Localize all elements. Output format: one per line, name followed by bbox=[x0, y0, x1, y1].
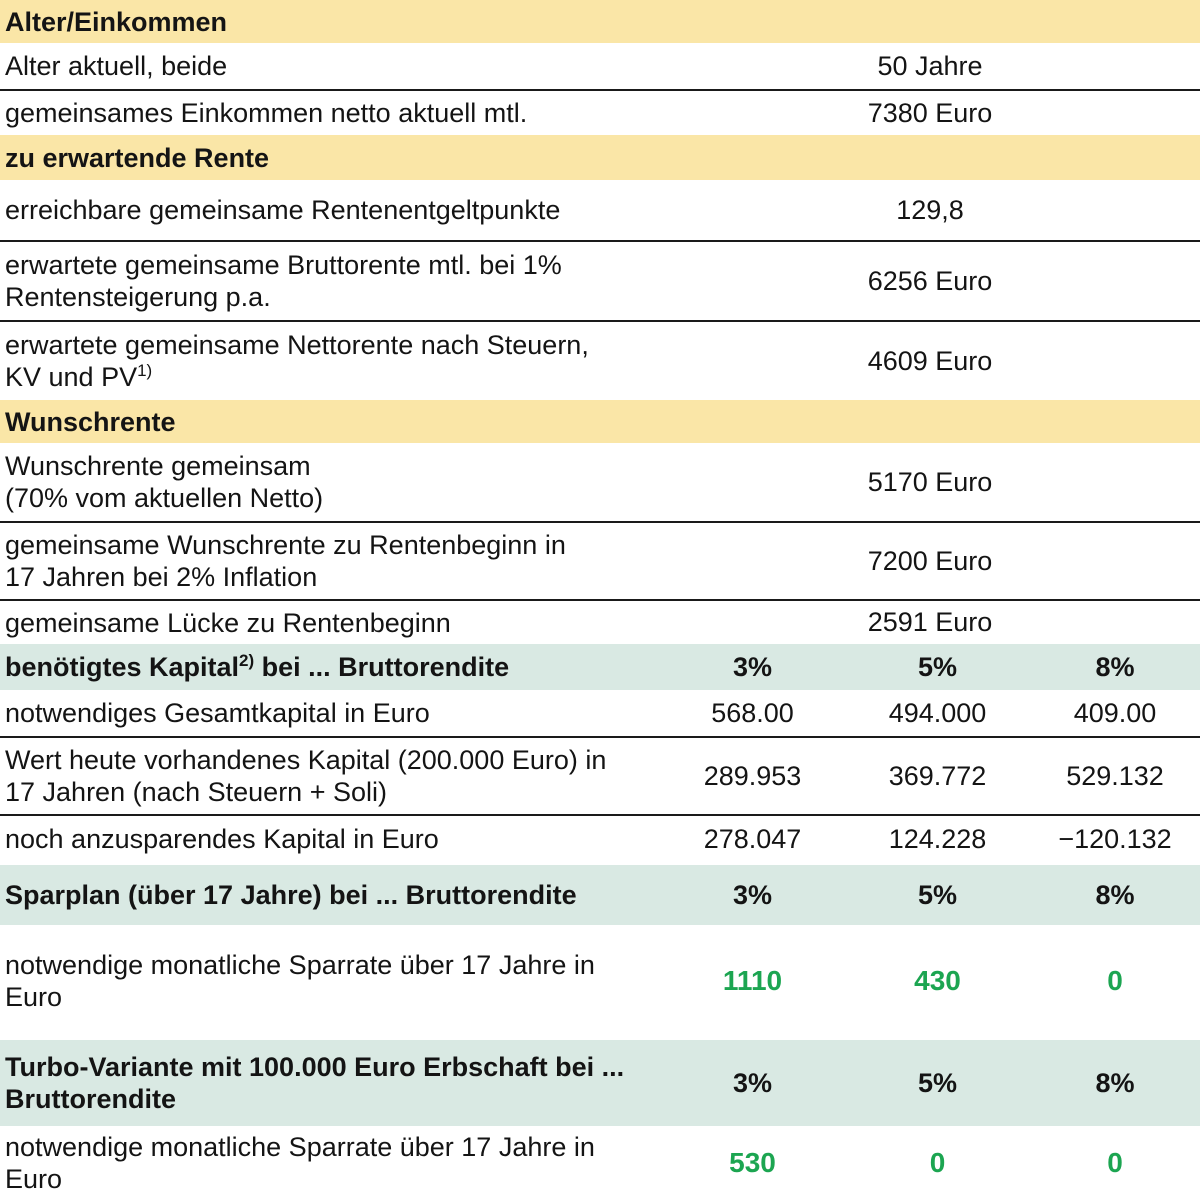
section-title: zu erwartende Rente bbox=[5, 142, 270, 173]
row-value: 5170 Euro bbox=[867, 466, 993, 497]
table-row-sparrate: notwendige monatliche Sparrate über 17 J… bbox=[0, 925, 1200, 1037]
row-label: erwartete gemeinsame Nettorente nach Ste… bbox=[5, 330, 589, 392]
row-label: notwendige monatliche Sparrate über 17 J… bbox=[5, 1132, 595, 1194]
table-row-anzusparendes-kapital: noch anzusparendes Kapital in Euro 278.0… bbox=[0, 814, 1200, 862]
cell-3pct: 278.047 bbox=[703, 823, 802, 854]
row-label: gemeinsame Lücke zu Rentenbeginn bbox=[5, 607, 451, 638]
section-header-alter-einkommen: Alter/Einkommen bbox=[0, 0, 1200, 43]
cell-3pct: 530 bbox=[729, 1147, 776, 1178]
row-label: notwendige monatliche Sparrate über 17 J… bbox=[5, 950, 595, 1012]
row-label: Alter aktuell, beide bbox=[5, 51, 228, 81]
cell-8pct: 0 bbox=[1107, 965, 1123, 996]
row-value: 129,8 bbox=[896, 194, 964, 225]
row-value: 4609 Euro bbox=[867, 345, 993, 376]
section-header-sparplan: Sparplan (über 17 Jahre) bei ... Bruttor… bbox=[0, 865, 1200, 925]
table-row-wunschrente-rentenbeginn: gemeinsame Wunschrente zu Rentenbeginn i… bbox=[0, 521, 1200, 599]
row-value: 2591 Euro bbox=[867, 607, 993, 637]
cell-8pct: 529.132 bbox=[1066, 760, 1164, 791]
cell-5pct: 430 bbox=[914, 965, 961, 996]
table-row-nettorente: erwartete gemeinsame Nettorente nach Ste… bbox=[0, 320, 1200, 400]
footnote-marker-1: 1) bbox=[137, 361, 153, 380]
row-label: erreichbare gemeinsame Rentenentgeltpunk… bbox=[5, 195, 561, 225]
column-header-8pct: 8% bbox=[1095, 879, 1135, 910]
table-row-rentenentgeltpunkte: erreichbare gemeinsame Rentenentgeltpunk… bbox=[0, 180, 1200, 240]
column-header-8pct: 8% bbox=[1095, 1067, 1135, 1098]
row-label: notwendiges Gesamtkapital in Euro bbox=[5, 698, 430, 728]
footnote-marker-2: 2) bbox=[239, 651, 255, 670]
column-header-5pct: 5% bbox=[917, 879, 958, 910]
cell-3pct: 568.00 bbox=[711, 697, 794, 728]
row-label: Wunschrente gemeinsam (70% vom aktuellen… bbox=[5, 451, 324, 513]
row-value: 7200 Euro bbox=[867, 545, 993, 576]
section-title: Turbo-Variante mit 100.000 Euro Erbschaf… bbox=[5, 1052, 625, 1114]
column-header-5pct: 5% bbox=[917, 651, 958, 682]
table-row-sparrate-turbo: notwendige monatliche Sparrate über 17 J… bbox=[0, 1126, 1200, 1200]
row-label: gemeinsames Einkommen netto aktuell mtl. bbox=[5, 98, 528, 128]
row-label: erwartete gemeinsame Bruttorente mtl. be… bbox=[5, 250, 562, 312]
cell-5pct: 124.228 bbox=[888, 823, 987, 854]
cell-5pct: 494.000 bbox=[888, 697, 987, 728]
row-label: noch anzusparendes Kapital in Euro bbox=[5, 824, 439, 854]
section-header-benoetigtes-kapital: benötigtes Kapital2) bei ... Bruttorendi… bbox=[0, 644, 1200, 690]
section-header-wunschrente: Wunschrente bbox=[0, 400, 1200, 443]
column-header-3pct: 3% bbox=[732, 651, 773, 682]
section-title: Sparplan (über 17 Jahre) bei ... Bruttor… bbox=[5, 880, 577, 910]
column-header-8pct: 8% bbox=[1095, 651, 1135, 682]
cell-3pct: 289.953 bbox=[703, 760, 802, 791]
table-row-wunschrente-gemeinsam: Wunschrente gemeinsam (70% vom aktuellen… bbox=[0, 443, 1200, 521]
section-header-erwartende-rente: zu erwartende Rente bbox=[0, 135, 1200, 180]
cell-5pct: 0 bbox=[929, 1147, 946, 1178]
row-value: 50 Jahre bbox=[877, 50, 983, 81]
cell-8pct: 0 bbox=[1107, 1147, 1123, 1178]
section-header-turbo-variante: Turbo-Variante mit 100.000 Euro Erbschaf… bbox=[0, 1040, 1200, 1126]
row-value: 7380 Euro bbox=[867, 97, 993, 128]
cell-8pct: −120.132 bbox=[1058, 823, 1172, 854]
table-row-wert-heute: Wert heute vorhandenes Kapital (200.000 … bbox=[0, 736, 1200, 814]
table-row-bruttorente: erwartete gemeinsame Bruttorente mtl. be… bbox=[0, 240, 1200, 320]
column-header-3pct: 3% bbox=[732, 879, 773, 910]
table-row-alter-aktuell: Alter aktuell, beide 50 Jahre bbox=[0, 43, 1200, 89]
section-title: benötigtes Kapital2) bei ... Bruttorendi… bbox=[5, 651, 510, 682]
table-row-luecke: gemeinsame Lücke zu Rentenbeginn 2591 Eu… bbox=[0, 599, 1200, 644]
section-title: Wunschrente bbox=[5, 406, 176, 437]
table-row-einkommen-netto: gemeinsames Einkommen netto aktuell mtl.… bbox=[0, 89, 1200, 135]
row-value: 6256 Euro bbox=[867, 265, 993, 296]
row-label: Wert heute vorhandenes Kapital (200.000 … bbox=[5, 745, 607, 807]
cell-8pct: 409.00 bbox=[1073, 697, 1157, 728]
table-row-gesamtkapital: notwendiges Gesamtkapital in Euro 568.00… bbox=[0, 690, 1200, 736]
row-label: gemeinsame Wunschrente zu Rentenbeginn i… bbox=[5, 530, 566, 592]
section-title: Alter/Einkommen bbox=[5, 6, 228, 37]
cell-5pct: 369.772 bbox=[888, 760, 987, 791]
cell-3pct: 1110 bbox=[722, 965, 783, 996]
column-header-3pct: 3% bbox=[732, 1067, 773, 1098]
column-header-5pct: 5% bbox=[917, 1067, 958, 1098]
